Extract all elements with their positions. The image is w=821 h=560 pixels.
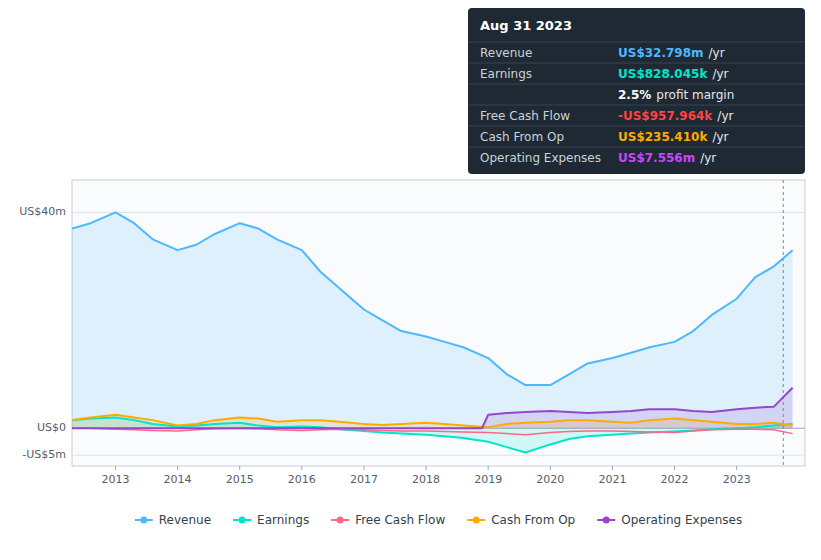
legend-item: Cash From Op <box>467 513 575 527</box>
x-tick-label: 2017 <box>350 473 378 486</box>
legend-label: Revenue <box>159 513 211 527</box>
tooltip: Aug 31 2023 Revenue US$32.798m/yr Earnings U… <box>468 8 805 174</box>
tooltip-value: US$32.798m <box>618 46 704 60</box>
x-tick-label: 2015 <box>226 473 254 486</box>
x-tick <box>363 466 364 470</box>
legend-marker <box>473 517 480 524</box>
tooltip-label: Free Cash Flow <box>480 109 570 123</box>
marker-line <box>783 180 784 466</box>
y-tick-label: -US$5m <box>22 448 66 461</box>
tooltip-suffix: /yr <box>700 151 716 165</box>
legend-item: Free Cash Flow <box>331 513 445 527</box>
legend-marker <box>337 517 344 524</box>
x-tick-label: 2021 <box>598 473 626 486</box>
tooltip-value-row: US$828.045k/yr <box>618 67 729 81</box>
area <box>72 388 793 428</box>
x-tick-label: 2019 <box>474 473 502 486</box>
tooltip-label: Revenue <box>480 46 532 60</box>
legend-item: Operating Expenses <box>597 513 742 527</box>
x-tick-label: 2022 <box>661 473 689 486</box>
tooltip-value-row: US$7.556m/yr <box>618 151 716 165</box>
x-tick <box>612 466 613 470</box>
legend-label: Cash From Op <box>491 513 575 527</box>
tooltip-separator <box>468 84 805 85</box>
plot-area <box>72 180 793 466</box>
x-tick <box>426 466 427 470</box>
tooltip-suffix: /yr <box>717 109 733 123</box>
tooltip-suffix: /yr <box>712 130 728 144</box>
tooltip-value-row: US$235.410k/yr <box>618 130 729 144</box>
plot-frame <box>72 180 805 466</box>
tooltip-label: Cash From Op <box>480 130 564 144</box>
tooltip-separator <box>468 126 805 127</box>
chart: -US$5m US$0 US$40m 2013 2014 2015 2016 2017 2018… <box>0 0 821 560</box>
tooltip-value-row: -US$957.964k/yr <box>618 109 734 123</box>
tooltip-separator <box>468 147 805 148</box>
x-tick-label: 2014 <box>164 473 192 486</box>
x-tick <box>239 466 240 470</box>
grid <box>72 212 805 455</box>
tooltip-title: Aug 31 2023 <box>480 18 572 33</box>
line <box>72 212 793 385</box>
tooltip-value: US$828.045k <box>618 67 708 81</box>
tooltip-suffix: profit margin <box>656 88 734 102</box>
x-tick <box>177 466 178 470</box>
tooltip-suffix: /yr <box>712 67 728 81</box>
x-tick <box>674 466 675 470</box>
area <box>72 212 793 428</box>
tooltip-label: Earnings <box>480 67 532 81</box>
x-tick-label: 2013 <box>101 473 129 486</box>
tooltip-value: US$7.556m <box>618 151 695 165</box>
x-tick <box>550 466 551 470</box>
tooltip-value: 2.5% <box>618 88 651 102</box>
line <box>72 415 793 427</box>
line <box>72 388 793 428</box>
legend-label: Operating Expenses <box>621 513 742 527</box>
x-tick <box>301 466 302 470</box>
tooltip-value-row: US$32.798m/yr <box>618 46 725 60</box>
legend-item: Revenue <box>135 513 211 527</box>
y-tick-label: US$0 <box>37 421 66 434</box>
tooltip-value: US$235.410k <box>618 130 708 144</box>
tooltip-value-row: 2.5% profit margin <box>618 88 734 102</box>
tooltip-label: Operating Expenses <box>480 151 601 165</box>
legend-label: Free Cash Flow <box>355 513 445 527</box>
grid-line <box>72 212 805 213</box>
tooltip-value: -US$957.964k <box>618 109 713 123</box>
legend-marker <box>140 517 147 524</box>
tooltip-box <box>468 8 805 174</box>
grid-line <box>72 455 805 456</box>
tooltip-suffix: /yr <box>709 46 725 60</box>
legend: Revenue Earnings Free Cash Flow Cash From O… <box>135 513 742 527</box>
tooltip-separator <box>468 63 805 64</box>
tooltip-separator <box>468 42 805 43</box>
legend-marker <box>603 517 610 524</box>
x-tick-label: 2023 <box>723 473 751 486</box>
x-tick-label: 2018 <box>412 473 440 486</box>
x-tick <box>736 466 737 470</box>
x-tick-label: 2016 <box>288 473 316 486</box>
legend-marker <box>239 517 246 524</box>
x-tick-label: 2020 <box>536 473 564 486</box>
x-tick <box>115 466 116 470</box>
legend-label: Earnings <box>257 513 309 527</box>
y-tick-label: US$40m <box>19 205 66 218</box>
x-tick <box>488 466 489 470</box>
legend-item: Earnings <box>233 513 309 527</box>
tooltip-separator <box>468 105 805 106</box>
